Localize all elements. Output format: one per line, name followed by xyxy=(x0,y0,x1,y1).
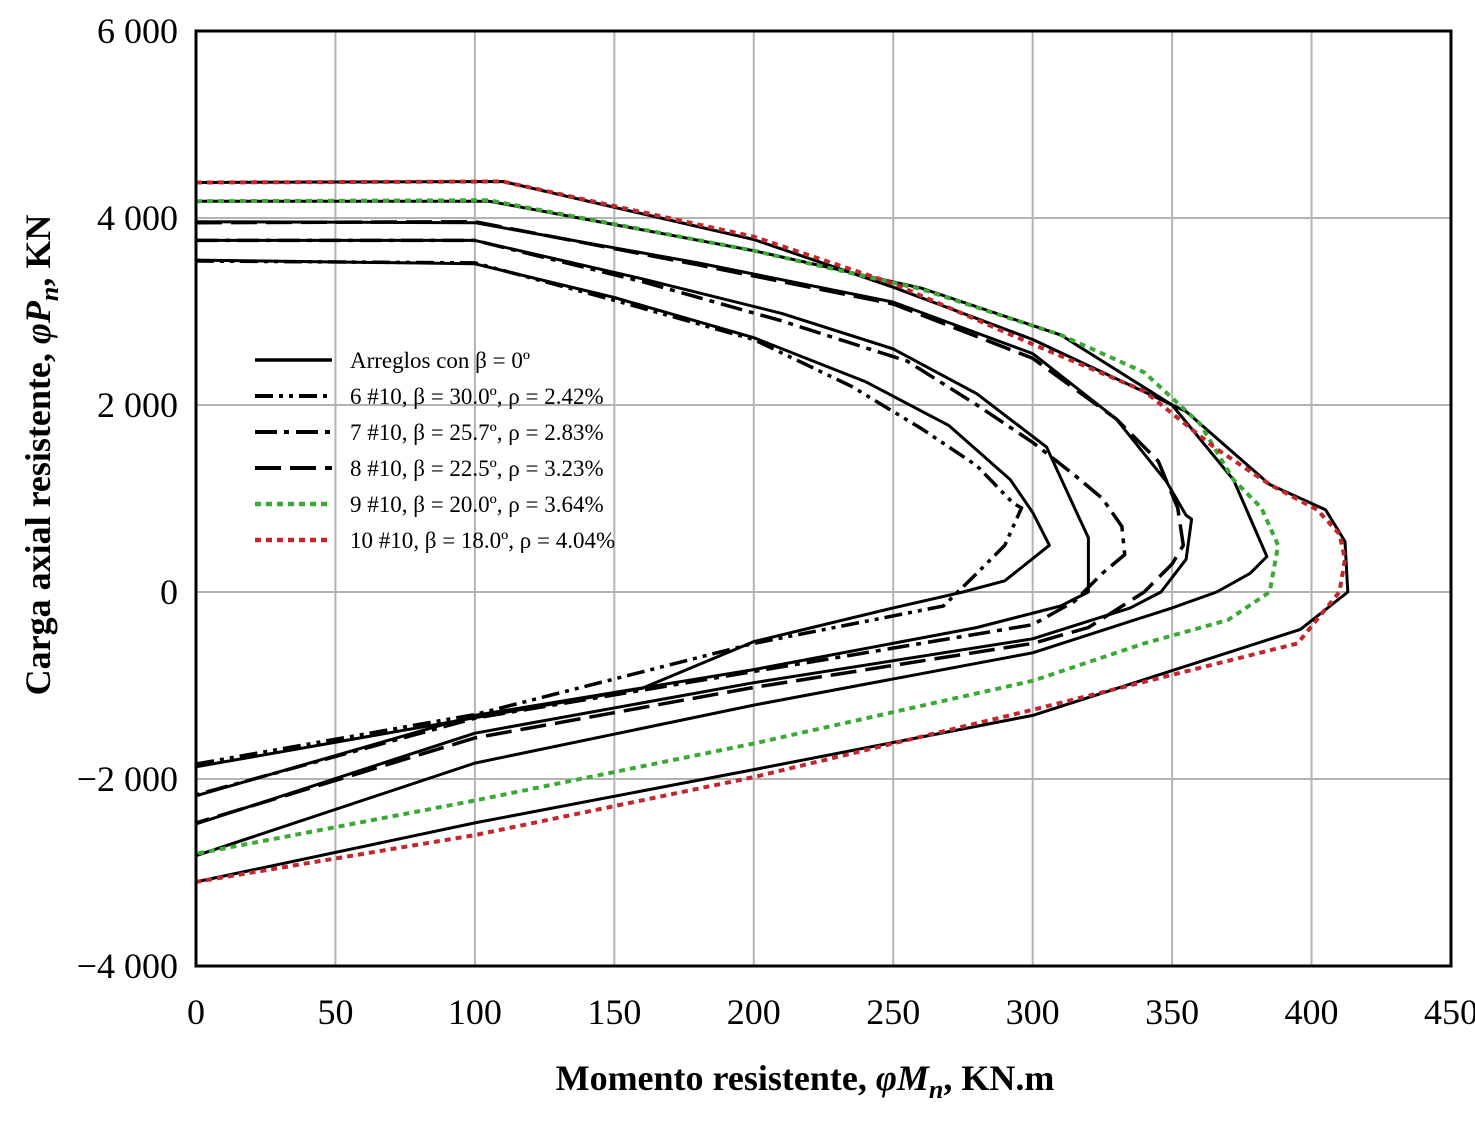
series-line-9 xyxy=(195,198,1281,856)
x-tick-label: 200 xyxy=(727,992,781,1032)
x-tick-label: 50 xyxy=(317,992,353,1032)
x-tick-label: 0 xyxy=(187,992,205,1032)
x-tick-label: 150 xyxy=(587,992,641,1032)
series-line-5 xyxy=(195,180,1350,884)
series-line-6 xyxy=(195,259,1024,766)
x-tick-label: 350 xyxy=(1145,992,1199,1032)
legend: Arreglos con β = 0º 6 #10, β = 30.0º, ρ =… xyxy=(255,348,615,553)
legend-label: 7 #10, β = 25.7º, ρ = 2.83% xyxy=(350,420,604,445)
y-axis-title: Carga axial resistente, φPn, KN xyxy=(18,215,64,696)
x-tick-label: 250 xyxy=(866,992,920,1032)
legend-label: 6 #10, β = 30.0º, ρ = 2.42% xyxy=(350,384,604,409)
series-lines xyxy=(195,179,1350,884)
y-tick-label: 4 000 xyxy=(97,198,178,238)
x-tick-label: 450 xyxy=(1424,992,1475,1032)
y-tick-label: 2 000 xyxy=(97,385,178,425)
y-tick-labels: −4 000 −2 000 0 2 000 4 000 6 000 xyxy=(77,11,178,986)
x-tick-label: 100 xyxy=(448,992,502,1032)
series-line-10 xyxy=(195,179,1347,884)
y-tick-label: −2 000 xyxy=(77,759,178,799)
legend-label: 9 #10, β = 20.0º, ρ = 3.64% xyxy=(350,492,604,517)
series-line-3 xyxy=(195,220,1194,826)
x-axis-title: Momento resistente, φMn, KN.m xyxy=(556,1058,1055,1104)
plot-frame xyxy=(194,29,1453,968)
series-line-2 xyxy=(195,238,1090,798)
x-tick-label: 300 xyxy=(1006,992,1060,1032)
legend-label: Arreglos con β = 0º xyxy=(350,348,530,373)
legend-label: 10 #10, β = 18.0º, ρ = 4.04% xyxy=(350,528,615,553)
grid-lines xyxy=(196,31,1451,966)
y-tick-label: 6 000 xyxy=(97,11,178,51)
legend-label: 8 #10, β = 22.5º, ρ = 3.23% xyxy=(350,456,604,481)
series-line-8 xyxy=(195,219,1186,825)
series-line-1 xyxy=(195,258,1051,769)
y-tick-label: 0 xyxy=(160,572,178,612)
x-tick-label: 400 xyxy=(1285,992,1339,1032)
x-tick-labels: 0 50 100 150 200 250 300 350 400 450 xyxy=(187,992,1475,1032)
series-line-7 xyxy=(195,238,1127,797)
y-tick-label: −4 000 xyxy=(77,946,178,986)
